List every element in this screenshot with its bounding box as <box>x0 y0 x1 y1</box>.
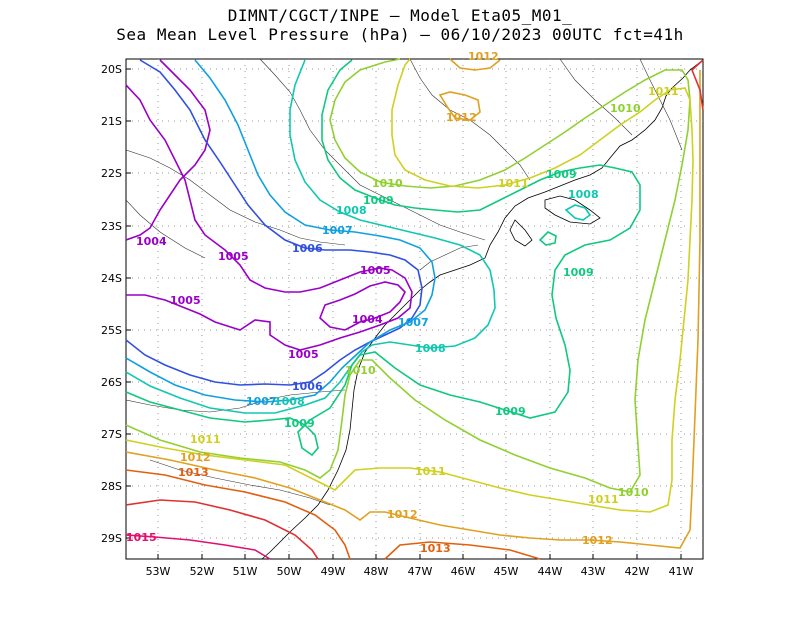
contour-label: 1011 <box>498 177 529 190</box>
lon-label: 53W <box>146 565 171 578</box>
lat-label: 26S <box>101 376 122 389</box>
isobar-1004 <box>319 281 406 331</box>
lon-label: 44W <box>538 565 563 578</box>
lat-label: 27S <box>101 428 122 441</box>
contour-label: 1007 <box>398 316 429 329</box>
contour-label: 1007 <box>322 224 353 237</box>
contour-label: 1012 <box>387 508 418 521</box>
contour-label: 1008 <box>274 395 305 408</box>
contour-label: 1011 <box>648 85 679 98</box>
isobar-1005 <box>125 84 413 351</box>
lat-label: 20S <box>101 63 122 76</box>
lat-label: 25S <box>101 324 122 337</box>
isobar-1004 <box>125 59 211 241</box>
lon-label: 47W <box>408 565 433 578</box>
lon-label: 43W <box>581 565 606 578</box>
contour-label: 1010 <box>618 486 649 499</box>
lon-label: 46W <box>451 565 476 578</box>
map-title-line1: DIMNT/CGCT/INPE – Model Eta05_M01_ <box>227 6 573 25</box>
contour-label: 1011 <box>415 465 446 478</box>
map-title-line2: Sea Mean Level Pressure (hPa) – 06/10/20… <box>116 25 684 44</box>
state-borders <box>125 58 683 506</box>
contour-label: 1005 <box>288 348 319 361</box>
contour-label: 1013 <box>178 466 209 479</box>
contour-label: 1010 <box>345 364 376 377</box>
grid <box>126 59 703 559</box>
coastline <box>261 59 704 560</box>
isobar-1011 <box>125 58 694 513</box>
lon-label: 50W <box>277 565 302 578</box>
contour-label: 1013 <box>420 542 451 555</box>
contour-label: 1005 <box>360 264 391 277</box>
isobar-1013 <box>125 469 351 560</box>
isobar-1010 <box>125 58 691 493</box>
isobar-1009 <box>125 59 641 457</box>
contour-label: 1009 <box>546 168 577 181</box>
lat-label: 29S <box>101 532 122 545</box>
contour-label: 1011 <box>588 493 619 506</box>
lat-label: 28S <box>101 480 122 493</box>
contour-label: 1008 <box>415 342 446 355</box>
contour-label: 1009 <box>563 266 594 279</box>
contour-label: 1012 <box>468 50 499 63</box>
contour-label: 1007 <box>246 395 277 408</box>
lon-label: 49W <box>321 565 346 578</box>
isobar-1012 <box>125 70 701 549</box>
contour-label: 1012 <box>446 111 477 124</box>
lon-label: 52W <box>190 565 215 578</box>
contour-label: 1012 <box>582 534 613 547</box>
isobar-1014 <box>125 499 319 560</box>
contour-label: 1006 <box>292 380 323 393</box>
contour-label: 1010 <box>372 177 403 190</box>
lon-label: 48W <box>364 565 389 578</box>
lon-label: 51W <box>233 565 258 578</box>
lat-label: 24S <box>101 272 122 285</box>
lat-label: 23S <box>101 220 122 233</box>
contour-label: 1004 <box>136 235 167 248</box>
contour-label: 1009 <box>363 194 394 207</box>
isobar-1007 <box>125 59 436 403</box>
isobar-1006 <box>125 59 423 386</box>
contour-label: 1010 <box>610 102 641 115</box>
lon-labels: 53W 52W 51W 50W 49W 48W 47W 46W 45W 44W … <box>146 565 694 578</box>
isobar-1014 <box>691 59 704 111</box>
contour-label: 1011 <box>190 433 221 446</box>
lon-label: 42W <box>625 565 650 578</box>
lat-labels: 20S 21S 22S 23S 24S 25S 26S 27S 28S 29S <box>101 63 122 545</box>
isobar-1008 <box>564 204 592 221</box>
contour-labels: 1004 1005 1005 1005 1005 1004 1006 1006 … <box>126 50 679 555</box>
isobar-1013 <box>384 541 541 560</box>
contour-label: 1008 <box>336 204 367 217</box>
isobar-1008 <box>125 59 496 414</box>
lat-label: 21S <box>101 115 122 128</box>
contour-label: 1006 <box>292 242 323 255</box>
contour-label: 1008 <box>568 188 599 201</box>
isobars <box>125 58 704 560</box>
contour-label: 1009 <box>284 417 315 430</box>
contour-label: 1004 <box>352 313 383 326</box>
isobar-1015 <box>125 534 271 560</box>
lon-label: 45W <box>494 565 519 578</box>
isobar-1012 <box>449 58 501 71</box>
lon-label: 41W <box>669 565 694 578</box>
isobar-1009 <box>538 231 557 246</box>
contour-label: 1015 <box>126 531 157 544</box>
contour-label: 1009 <box>495 405 526 418</box>
lat-label: 22S <box>101 167 122 180</box>
plot-frame <box>125 58 704 560</box>
ticks <box>126 68 682 559</box>
contour-label: 1005 <box>170 294 201 307</box>
contour-label: 1012 <box>180 451 211 464</box>
contour-label: 1005 <box>218 250 249 263</box>
isobar-1012 <box>438 91 481 121</box>
